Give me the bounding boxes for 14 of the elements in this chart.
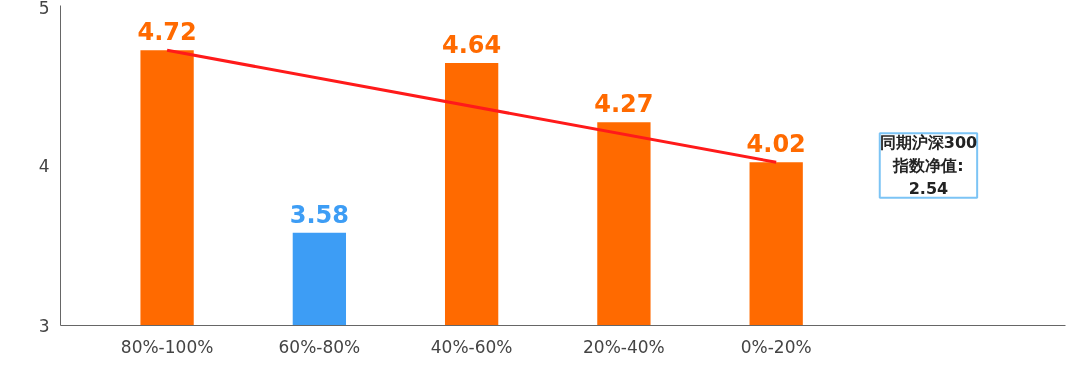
x-tick-label: 60%-80% — [278, 336, 361, 357]
x-tick-label: 20%-40% — [583, 336, 665, 357]
y-tick-label: 3 — [38, 316, 50, 336]
x-tick-label: 0%-20% — [740, 336, 812, 357]
y-tick-label: 5 — [38, 0, 50, 18]
data-label: 3.58 — [289, 200, 349, 229]
data-label: 4.02 — [746, 130, 806, 159]
x-tick-label: 80%-100% — [120, 336, 214, 357]
data-label: 4.64 — [442, 31, 502, 60]
data-label: 4.27 — [594, 90, 654, 119]
data-label: 4.72 — [137, 18, 197, 47]
y-tick-label: 4 — [38, 156, 50, 176]
x-tick-label: 40%-60% — [430, 336, 513, 357]
text: 同期沪深300 指数净值: 2.54 — [879, 133, 978, 198]
